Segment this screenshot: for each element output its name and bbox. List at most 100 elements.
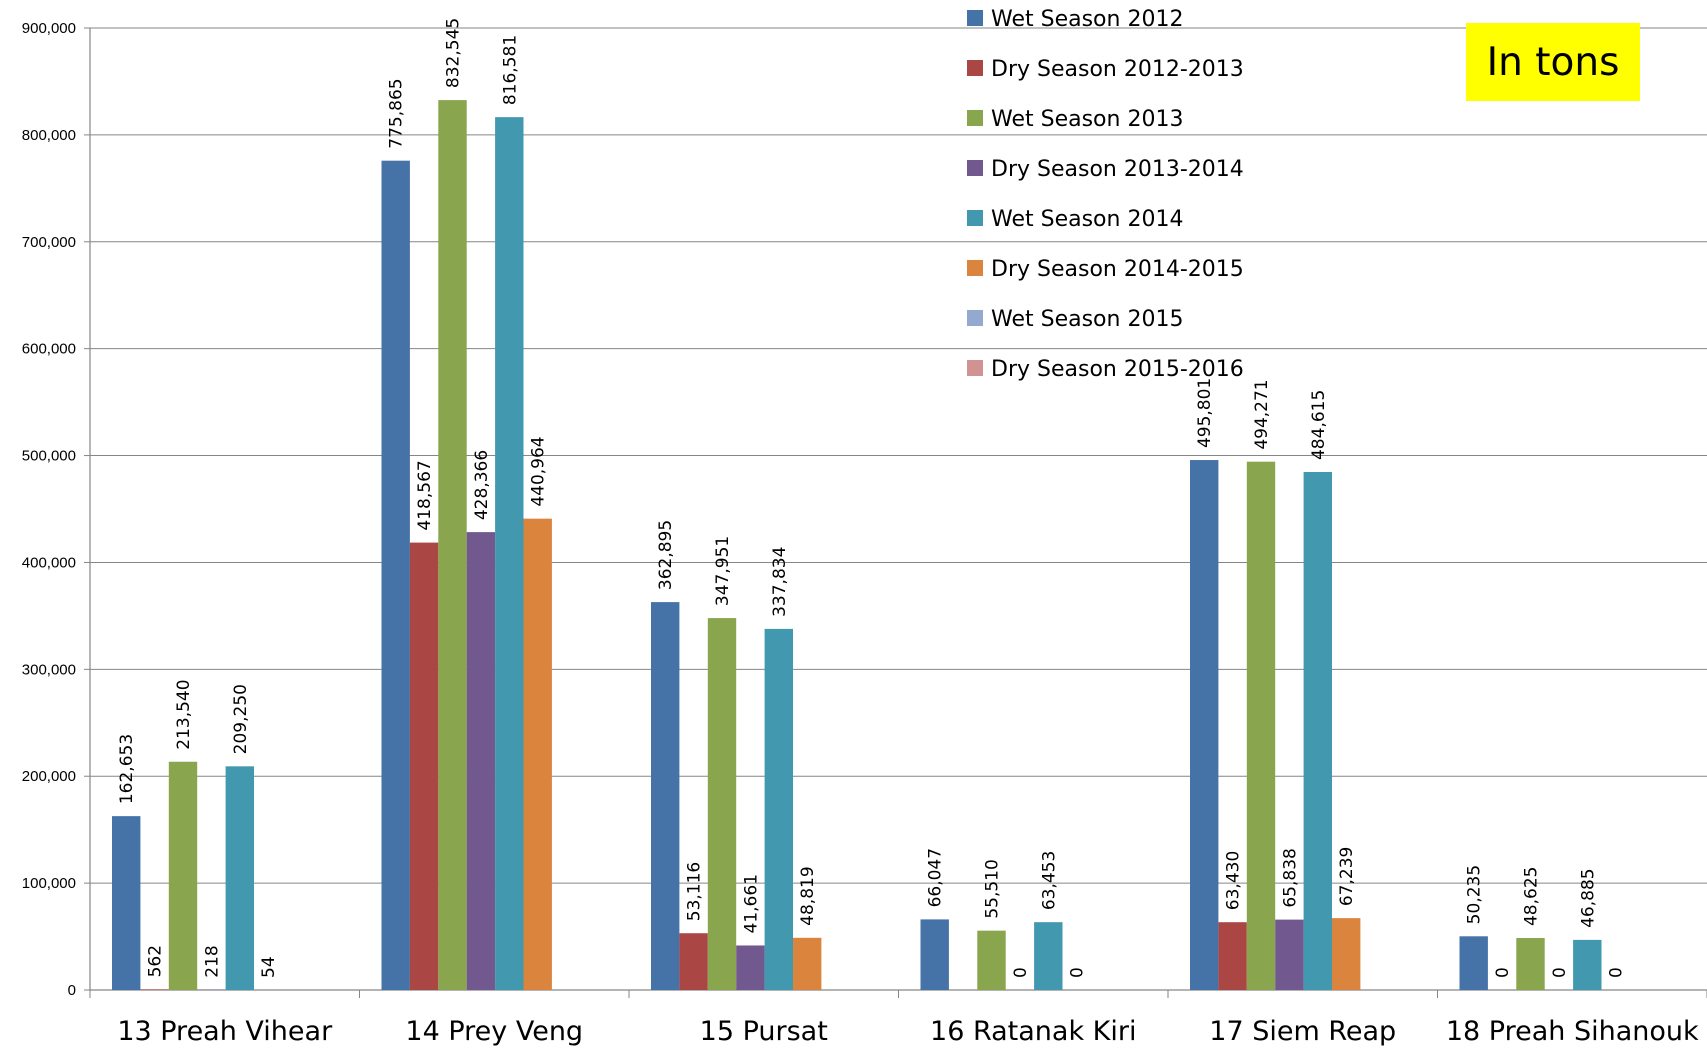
data-label: 418,567: [415, 460, 435, 530]
bar: [409, 542, 439, 990]
bar: [736, 945, 765, 990]
y-tick-label: 300,000: [22, 661, 76, 678]
data-label: 440,964: [529, 436, 549, 506]
y-tick-label: 600,000: [22, 341, 76, 358]
bar: [707, 618, 737, 990]
gridlines: [90, 27, 1707, 991]
data-label: 41,661: [741, 874, 761, 933]
bar: [977, 930, 1006, 990]
bar: [1573, 939, 1602, 990]
data-label: 816,581: [500, 35, 520, 105]
data-label: 347,951: [713, 536, 733, 606]
data-label: 63,430: [1224, 851, 1244, 910]
y-tick-label: 100,000: [22, 875, 76, 892]
y-tick-label: 700,000: [22, 234, 76, 251]
data-label: 213,540: [174, 679, 194, 749]
legend-swatch: [967, 160, 983, 176]
legend-swatch: [967, 210, 983, 226]
data-label: 0: [1011, 967, 1031, 978]
x-category-label: 17 Siem Reap: [1209, 1016, 1396, 1047]
bar: [1275, 919, 1304, 990]
data-label: 494,271: [1252, 379, 1272, 449]
data-label: 50,235: [1465, 865, 1485, 924]
data-label: 48,625: [1522, 867, 1542, 926]
data-label: 0: [1607, 967, 1627, 978]
legend-label: Wet Season 2014: [991, 207, 1183, 232]
bar: [112, 816, 141, 990]
bar: [793, 937, 822, 990]
data-label: 162,653: [117, 734, 137, 804]
legend-swatch: [967, 60, 983, 76]
bar: [466, 532, 496, 990]
legend-swatch: [967, 260, 983, 276]
x-category-label: 15 Pursat: [700, 1016, 828, 1047]
y-tick-label: 200,000: [22, 768, 76, 785]
legend-label: Dry Season 2015-2016: [991, 357, 1244, 382]
x-category-label: 16 Ratanak Kiri: [930, 1016, 1136, 1047]
bar: [1459, 936, 1488, 990]
legend-swatch: [967, 110, 983, 126]
axes: 0 100,000 200,000 300,000 400,000 500,000 600,…: [22, 20, 1707, 1047]
legend-label: Wet Season 2015: [991, 307, 1183, 332]
bars: [112, 100, 1602, 991]
bar: [225, 766, 254, 990]
bar: [1034, 922, 1063, 990]
data-label: 0: [1550, 967, 1570, 978]
legend-label: Dry Season 2013-2014: [991, 157, 1244, 182]
bar: [140, 989, 169, 990]
legend-label: Dry Season 2012-2013: [991, 57, 1244, 82]
x-category-label: 14 Prey Veng: [405, 1016, 583, 1047]
bar: [523, 518, 552, 990]
bar: [1303, 472, 1332, 991]
data-label: 46,885: [1578, 868, 1598, 927]
legend-swatch: [967, 310, 983, 326]
bar: [920, 919, 949, 990]
data-label: 218: [202, 945, 222, 977]
data-label: 562: [146, 945, 166, 977]
data-label: 337,834: [770, 547, 790, 617]
y-tick-label: 800,000: [22, 127, 76, 144]
legend: Wet Season 2012 Dry Season 2012-2013 Wet S…: [967, 7, 1244, 382]
bar: [679, 933, 708, 990]
x-category-label: 13 Preah Vihear: [117, 1016, 333, 1047]
bar: [1246, 461, 1276, 991]
y-tick-label: 500,000: [22, 448, 76, 465]
bar: [438, 100, 467, 990]
data-label: 495,801: [1195, 378, 1215, 448]
data-labels: 162,653 775,865 362,895 66,047 495,801 50,235…: [117, 18, 1627, 978]
legend-label: Wet Season 2013: [991, 107, 1183, 132]
data-label: 53,116: [685, 862, 705, 921]
bar: [1332, 918, 1361, 990]
bar: [651, 602, 680, 990]
legend-swatch: [967, 10, 983, 26]
data-label: 65,838: [1280, 848, 1300, 907]
unit-annotation: In tons: [1466, 23, 1640, 101]
data-label: 55,510: [983, 859, 1003, 918]
data-label: 0: [1493, 967, 1513, 978]
bar: [381, 160, 410, 990]
bar: [168, 761, 198, 990]
bar: [764, 628, 793, 990]
data-label: 209,250: [231, 684, 251, 754]
legend-swatch: [967, 360, 983, 376]
data-label: 832,545: [444, 18, 464, 88]
bar: [1516, 938, 1545, 990]
bar: [495, 117, 524, 990]
data-label: 48,819: [798, 866, 818, 925]
data-label: 66,047: [926, 848, 946, 907]
x-category-label: 18 Preah Sihanouk: [1446, 1016, 1699, 1047]
data-label: 0: [1068, 967, 1088, 978]
y-tick-label: 900,000: [22, 20, 76, 37]
data-label: 775,865: [387, 78, 407, 148]
data-label: 362,895: [656, 520, 676, 590]
bar: [1218, 922, 1247, 990]
data-label: 63,453: [1039, 851, 1059, 910]
data-label: 54: [259, 956, 279, 978]
y-tick-label: 0: [68, 982, 76, 999]
data-label: 67,239: [1337, 847, 1357, 906]
data-label: 484,615: [1309, 390, 1329, 460]
data-label: 428,366: [472, 450, 492, 520]
legend-label: Dry Season 2014-2015: [991, 257, 1244, 282]
y-tick-label: 400,000: [22, 554, 76, 571]
